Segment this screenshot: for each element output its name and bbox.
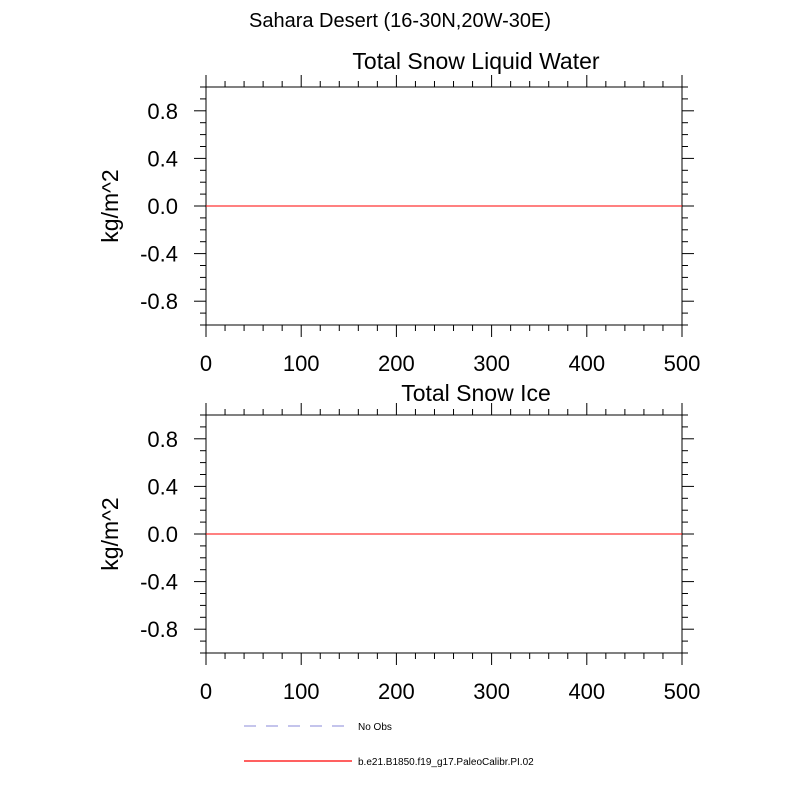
y-tick-label: 0.0 [147, 194, 178, 219]
y-tick-label: 0.4 [147, 474, 178, 499]
panel-title: Total Snow Liquid Water [352, 48, 600, 74]
x-tick-label: 500 [664, 351, 701, 376]
chart-panel-snow-ice: Total Snow Ice 0 100 200 300 400 500 0.8 0.4 0.0 -… [97, 380, 700, 704]
y-tick-label: -0.8 [140, 289, 178, 314]
y-axis-label: kg/m^2 [97, 169, 123, 242]
x-tick-label: 300 [473, 351, 510, 376]
x-tick-label: 100 [283, 679, 320, 704]
legend-label: b.e21.B1850.f19_g17.PaleoCalibr.PI.02 [358, 757, 534, 768]
y-tick-label: -0.8 [140, 617, 178, 642]
y-tick-label: 0.4 [147, 146, 178, 171]
y-axis-label: kg/m^2 [97, 497, 123, 570]
legend: No Obs b.e21.B1850.f19_g17.PaleoCalibr.PI… [244, 722, 534, 768]
x-tick-label: 0 [200, 679, 212, 704]
x-tick-label: 200 [378, 679, 415, 704]
x-tick-label: 300 [473, 679, 510, 704]
figure-title: Sahara Desert (16-30N,20W-30E) [249, 10, 551, 32]
x-tick-label: 100 [283, 351, 320, 376]
x-tick-label: 200 [378, 351, 415, 376]
panel-title: Total Snow Ice [401, 380, 551, 406]
y-tick-label: 0.8 [147, 99, 178, 124]
y-tick-label: -0.4 [140, 242, 178, 267]
x-tick-label: 0 [200, 351, 212, 376]
x-tick-label: 500 [664, 679, 701, 704]
x-tick-label: 400 [568, 679, 605, 704]
y-tick-label: -0.4 [140, 570, 178, 595]
y-tick-label: 0.8 [147, 427, 178, 452]
chart-panel-snow-liquid-water: Total Snow Liquid Water 0 100 200 300 400 500 0… [97, 48, 700, 376]
x-tick-label: 400 [568, 351, 605, 376]
y-tick-label: 0.0 [147, 522, 178, 547]
legend-label: No Obs [358, 722, 392, 733]
